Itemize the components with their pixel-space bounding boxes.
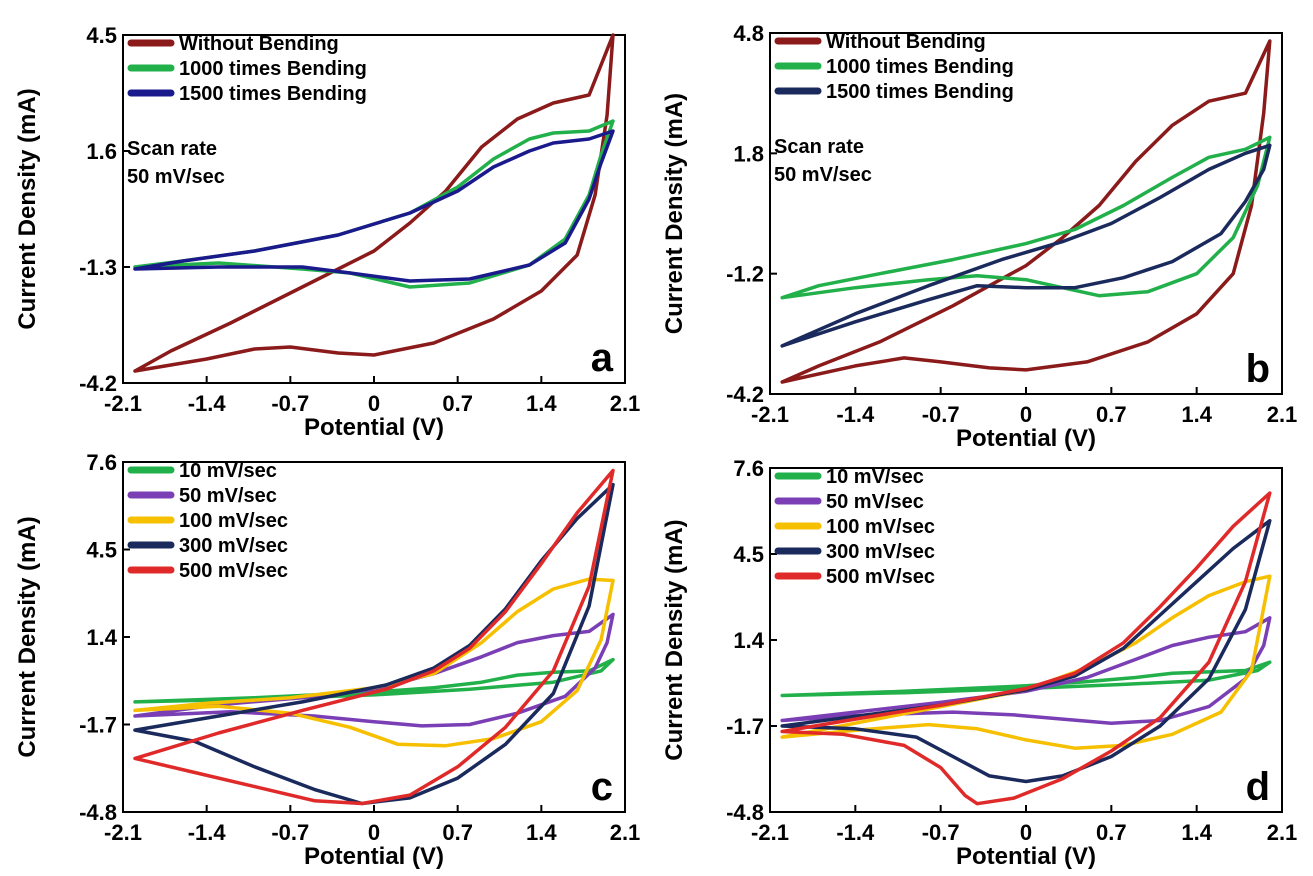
x-tick-label: -2.1 <box>751 820 789 845</box>
y-tick-label: 1.4 <box>86 625 117 650</box>
x-tick-label: -0.7 <box>922 402 960 427</box>
x-tick-label: -0.7 <box>922 820 960 845</box>
y-tick-label: 4.5 <box>86 538 117 563</box>
y-tick-label: 4.5 <box>86 23 117 48</box>
panel-d: -2.1 -1.4 -0.7 0 0.7 1.4 2.1 -4.8 -1.7 1.4 4.5 7.6 P… <box>661 456 1297 870</box>
y-tick-label: 7.6 <box>86 450 117 475</box>
annotation-text: 50 mV/sec <box>127 166 225 188</box>
panel-letter: a <box>591 336 614 380</box>
series-line-5 <box>133 468 615 806</box>
annotation-text: Scan rate <box>774 136 864 158</box>
panel-letter: d <box>1246 765 1270 809</box>
x-tick-label: 1.4 <box>1181 402 1212 427</box>
x-tick-label: 0 <box>368 820 380 845</box>
legend-label: 300 mV/sec <box>179 535 288 557</box>
x-tick-label: -0.7 <box>271 391 309 416</box>
legend-label: 50 mV/sec <box>179 485 277 507</box>
series-line-4 <box>780 518 1272 784</box>
annotation-text: 50 mV/sec <box>774 164 872 186</box>
series-line-4 <box>133 482 615 806</box>
y-tick-label: -4.8 <box>726 800 764 825</box>
x-tick-label: -2.1 <box>104 820 142 845</box>
y-tick-label: 7.6 <box>733 456 764 481</box>
series-line-2 <box>780 135 1272 300</box>
x-tick-label: 0.7 <box>1096 820 1127 845</box>
panel-a: -2.1 -1.4 -0.7 0 0.7 1.4 2.1 -4.2 -1.3 1.6 4.5 Pote… <box>14 23 640 441</box>
y-tick-label: 1.6 <box>86 139 117 164</box>
series-line-5 <box>780 491 1272 806</box>
legend-label: 100 mV/sec <box>826 516 935 538</box>
legend-label: 1500 times Bending <box>826 81 1014 103</box>
y-tick-label: 1.4 <box>733 628 764 653</box>
x-axis-title: Potential (V) <box>956 843 1096 870</box>
legend-label: 1500 times Bending <box>179 83 367 105</box>
panel-b: -2.1 -1.4 -0.7 0 0.7 1.4 2.1 -4.2 -1.2 1.8 4.8 Pote… <box>661 21 1297 452</box>
y-tick-label: -4.2 <box>726 382 764 407</box>
y-tick-label: 4.8 <box>733 21 764 46</box>
x-tick-label: -1.4 <box>188 391 227 416</box>
legend-label: 10 mV/sec <box>826 466 924 488</box>
y-tick-label: -1.3 <box>79 255 117 280</box>
series-line-3 <box>780 143 1272 348</box>
x-tick-label: -2.1 <box>104 391 142 416</box>
legend-label: 300 mV/sec <box>826 541 935 563</box>
x-tick-label: 1.4 <box>1181 820 1212 845</box>
x-tick-label: 2.1 <box>1267 402 1298 427</box>
panel-letter: b <box>1246 347 1270 391</box>
annotation-text: Scan rate <box>127 138 217 160</box>
y-tick-label: -1.2 <box>726 262 764 287</box>
legend-label: 50 mV/sec <box>826 491 924 513</box>
x-tick-label: 2.1 <box>1267 820 1298 845</box>
x-tick-label: 0.7 <box>442 391 473 416</box>
y-axis-title: Current Density (mA) <box>14 516 41 757</box>
x-tick-label: -1.4 <box>836 402 875 427</box>
x-tick-label: -2.1 <box>751 402 789 427</box>
legend-label: 500 mV/sec <box>179 560 288 582</box>
legend-label: 500 mV/sec <box>826 566 935 588</box>
series-line-2 <box>780 616 1272 725</box>
x-tick-label: 0 <box>368 391 380 416</box>
x-tick-label: 1.4 <box>526 391 557 416</box>
series-line-3 <box>780 574 1272 750</box>
legend-label: 100 mV/sec <box>179 510 288 532</box>
panel-letter: c <box>591 765 613 809</box>
x-tick-label: 0 <box>1020 402 1032 427</box>
legend-label: 1000 times Bending <box>826 56 1014 78</box>
series-line-1 <box>780 39 1272 384</box>
y-tick-label: 1.8 <box>733 141 764 166</box>
x-tick-label: -0.7 <box>271 820 309 845</box>
y-tick-label: -4.2 <box>79 371 117 396</box>
x-tick-label: 0.7 <box>1096 402 1127 427</box>
x-tick-label: 2.1 <box>610 820 641 845</box>
y-tick-label: -1.7 <box>726 714 764 739</box>
x-axis-title: Potential (V) <box>956 425 1096 452</box>
series-line-3 <box>133 129 615 283</box>
legend-label: Without Bending <box>826 31 986 53</box>
x-tick-label: 1.4 <box>526 820 557 845</box>
x-tick-label: -1.4 <box>836 820 875 845</box>
x-tick-label: 0 <box>1020 820 1032 845</box>
y-tick-label: -1.7 <box>79 713 117 738</box>
legend-label: 1000 times Bending <box>179 58 367 80</box>
x-axis-title: Potential (V) <box>304 414 444 441</box>
x-tick-label: 2.1 <box>610 391 641 416</box>
y-axis-title: Current Density (mA) <box>661 93 688 334</box>
x-tick-label: 0.7 <box>442 820 473 845</box>
y-axis-title: Current Density (mA) <box>14 88 41 329</box>
y-axis-title: Current Density (mA) <box>661 519 688 760</box>
series-line-2 <box>133 612 615 728</box>
y-tick-label: 4.5 <box>733 542 764 567</box>
legend-label: Without Bending <box>179 33 339 55</box>
y-tick-label: -4.8 <box>79 800 117 825</box>
legend-label: 10 mV/sec <box>179 460 277 482</box>
series-line-1 <box>133 657 615 704</box>
x-axis-title: Potential (V) <box>304 843 444 870</box>
series-line-1 <box>133 33 615 373</box>
x-tick-label: -1.4 <box>188 820 227 845</box>
panel-c: -2.1 -1.4 -0.7 0 0.7 1.4 2.1 -4.8 -1.7 1.4 4.5 7.6 P… <box>14 450 640 870</box>
